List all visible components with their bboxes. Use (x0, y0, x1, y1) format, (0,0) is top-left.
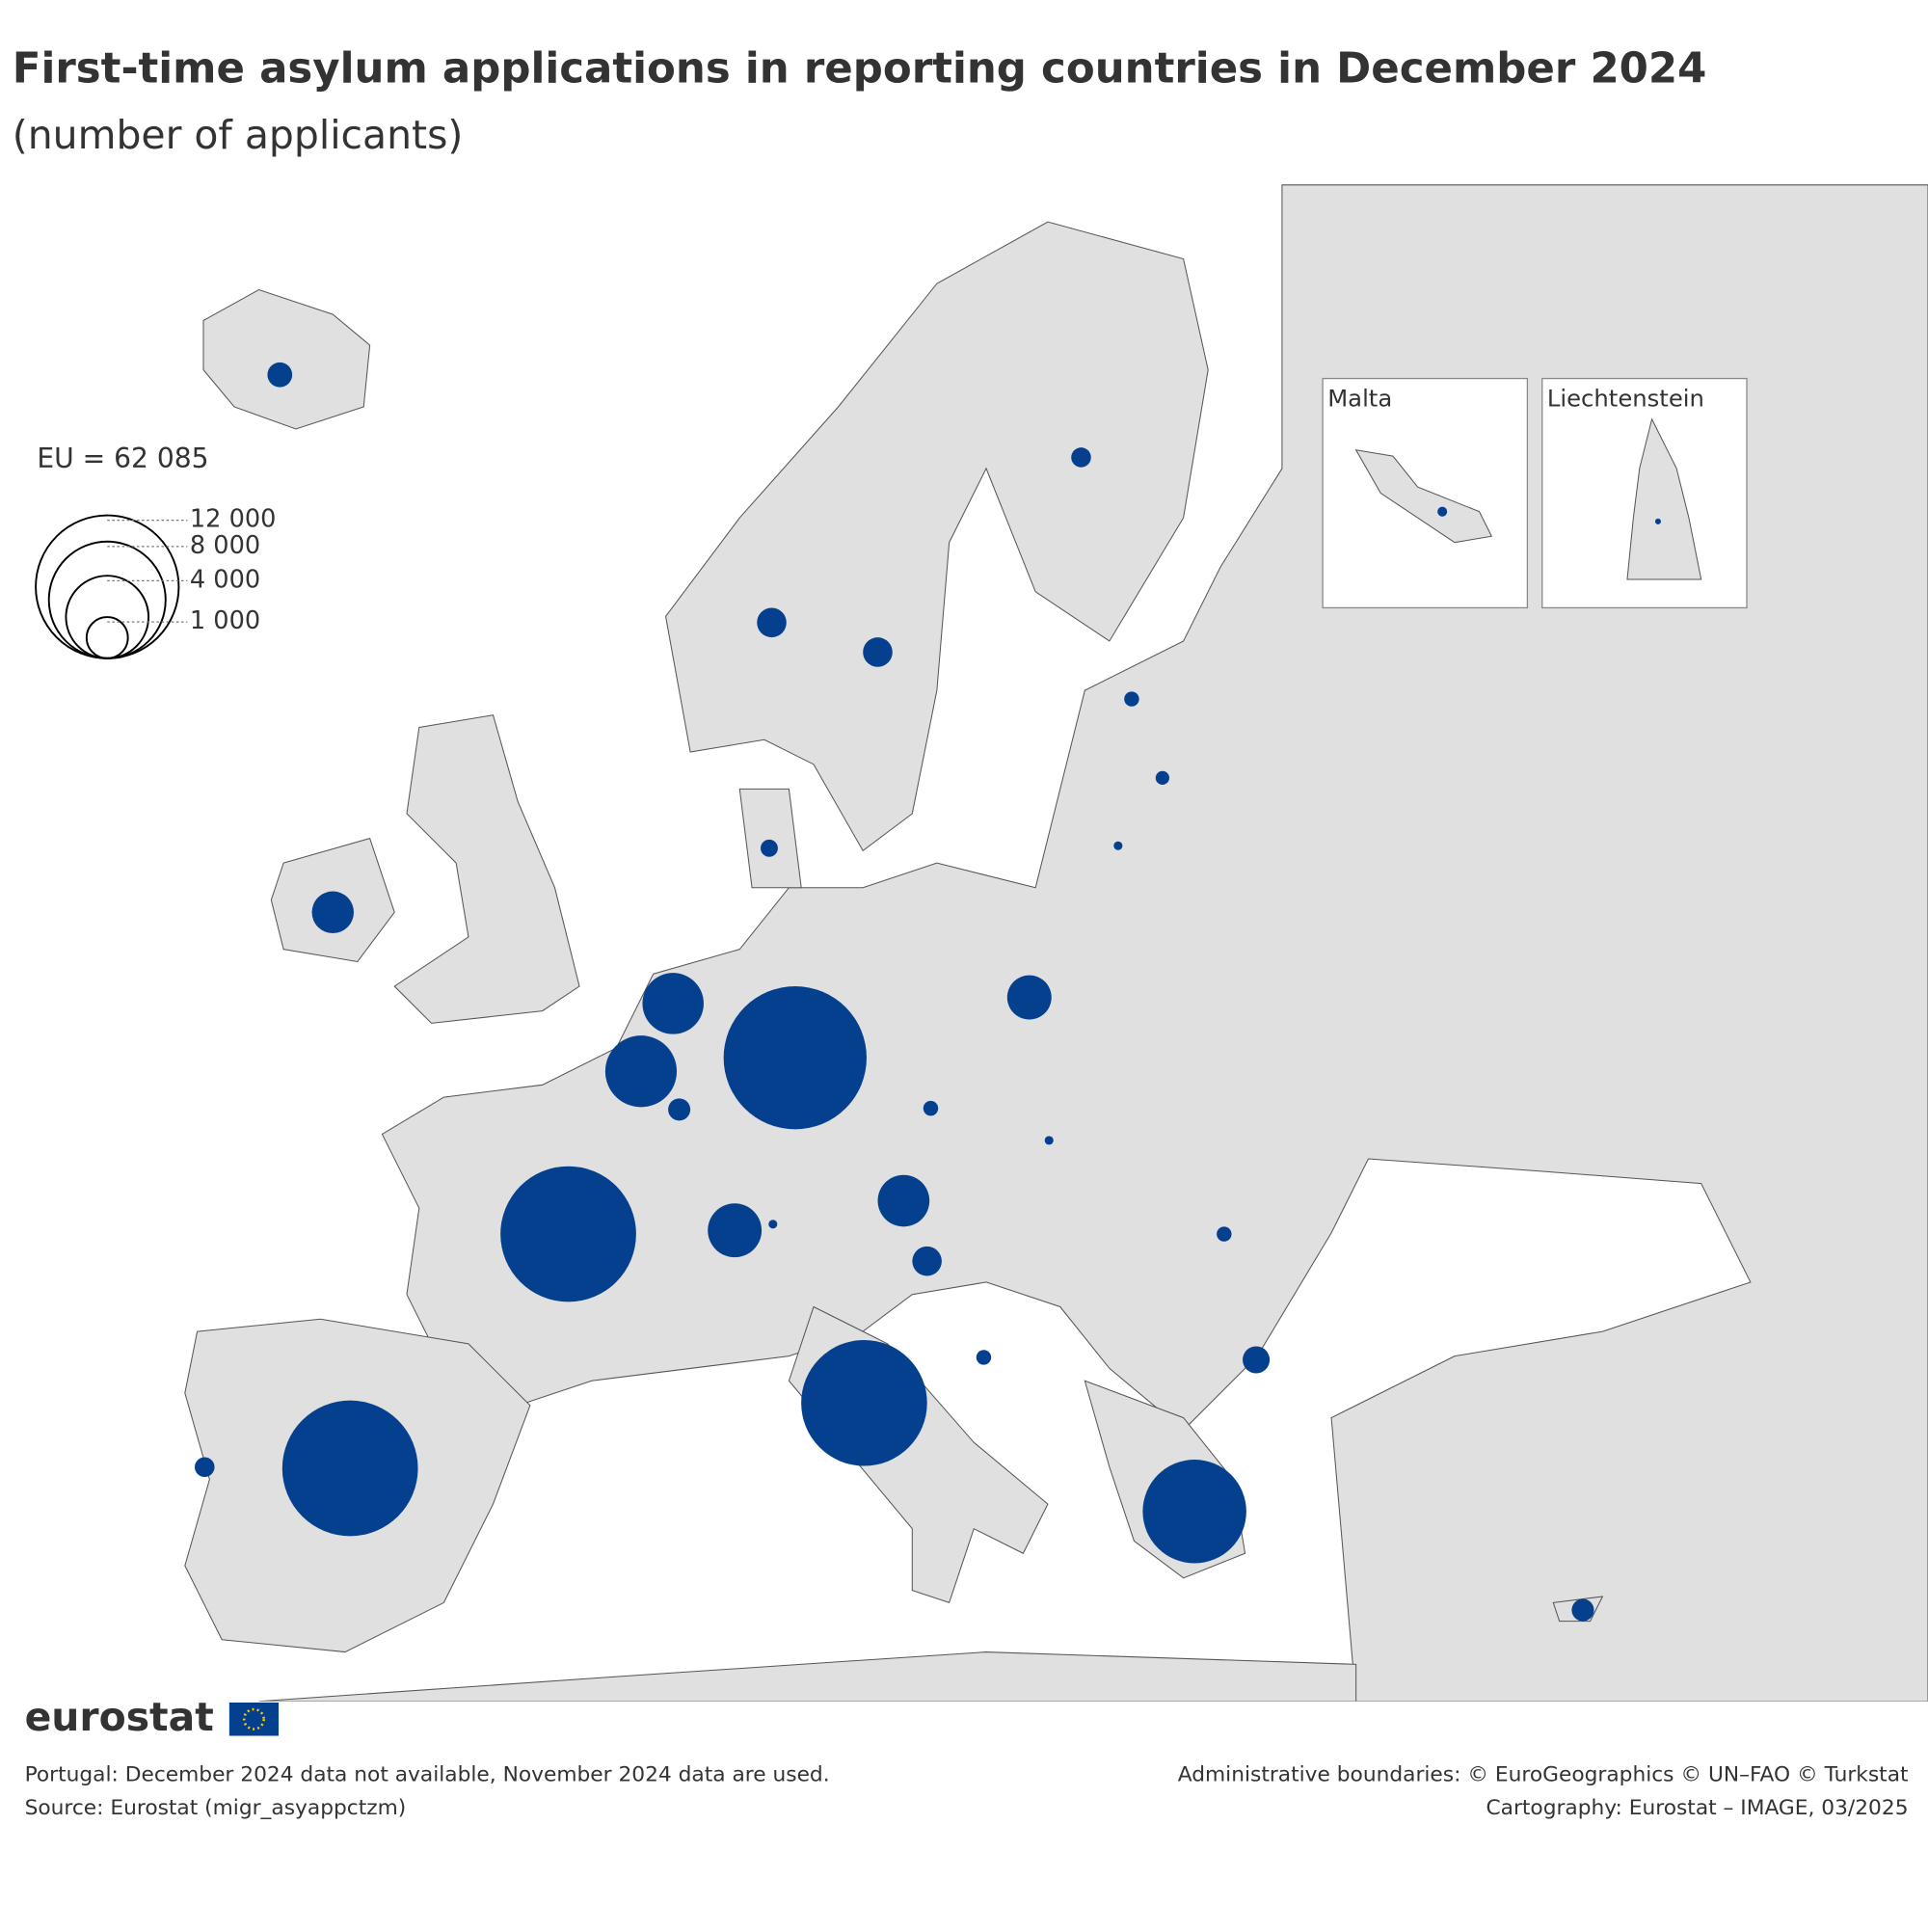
bubble (863, 637, 893, 667)
legend-tick-label: 12 000 (190, 505, 276, 534)
bubble (1142, 1460, 1246, 1564)
italy (788, 1305, 1049, 1604)
bubble (912, 1246, 942, 1276)
great-britain (393, 714, 580, 1024)
bubble (768, 1220, 778, 1229)
bubble (500, 1166, 636, 1302)
bubble (311, 891, 354, 934)
bubble (757, 607, 787, 638)
legend-tick-label: 1 000 (190, 606, 260, 635)
bubble (760, 839, 778, 857)
bubble (1217, 1226, 1232, 1242)
footnote: Source: Eurostat (migr_asyappctzm) (25, 1796, 407, 1820)
iceland (202, 288, 371, 430)
bubble (281, 1400, 418, 1537)
eu-stars (242, 1707, 265, 1731)
scandinavia (664, 221, 1209, 852)
bubble (976, 1350, 992, 1365)
bubble (877, 1174, 930, 1227)
legend-tick-label: 8 000 (190, 531, 260, 560)
bubble (1571, 1598, 1594, 1622)
north-africa (258, 1651, 1357, 1703)
legend-circle (47, 540, 167, 659)
footer-bg (0, 1701, 1928, 1928)
legend-circle (85, 616, 129, 659)
footnote: Portugal: December 2024 data not availab… (25, 1762, 830, 1786)
legend-label: EU = 62 085 (37, 443, 208, 474)
liechtenstein-shape (1626, 417, 1702, 580)
bubble (1006, 975, 1052, 1020)
legend-tick-label: 4 000 (190, 565, 260, 594)
title: First-time asylum applications in report… (13, 45, 1707, 94)
bubble (1044, 1136, 1054, 1145)
inset-title: Liechtenstein (1547, 384, 1704, 412)
bubble (195, 1457, 215, 1478)
bubble (1243, 1346, 1271, 1374)
credit: Administrative boundaries: © EuroGeograp… (1178, 1762, 1909, 1786)
bubble (723, 986, 867, 1130)
inset-bubble (1437, 506, 1448, 517)
malta-shape (1354, 449, 1493, 544)
credit: Cartography: Eurostat – IMAGE, 03/2025 (1486, 1796, 1908, 1820)
bubble (267, 362, 293, 388)
logo: eurostat (25, 1694, 214, 1740)
bubble (923, 1100, 939, 1116)
bubble (1124, 691, 1139, 707)
bubble (1155, 770, 1169, 786)
bubble (642, 973, 704, 1034)
bubble (1113, 841, 1123, 850)
bubble (668, 1098, 691, 1121)
bubble (801, 1339, 927, 1466)
bubble (708, 1203, 763, 1258)
eu-flag (228, 1702, 280, 1736)
inset-title: Malta (1327, 384, 1392, 412)
inset-bubble (1654, 518, 1661, 524)
subtitle: (number of applicants) (13, 112, 464, 158)
denmark (738, 788, 802, 889)
bubble (604, 1035, 678, 1108)
bubble (1071, 447, 1091, 468)
legend-circle (35, 514, 180, 659)
